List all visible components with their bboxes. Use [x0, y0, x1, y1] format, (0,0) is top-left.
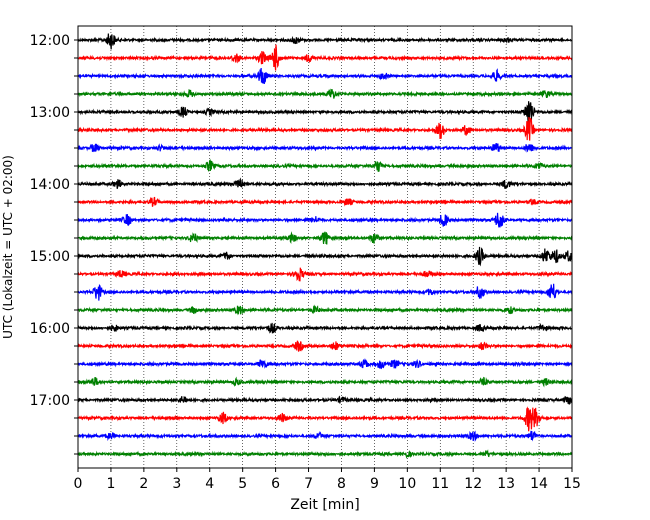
y-tick-label-1500: 15:00	[30, 249, 70, 265]
x-tick-label-6: 6	[271, 476, 280, 492]
trace-1300	[77, 101, 573, 123]
x-tick-label-15: 15	[563, 476, 581, 492]
trace-1345	[77, 159, 573, 172]
trace-1545	[77, 304, 573, 316]
x-axis-label: Zeit [min]	[290, 497, 359, 513]
x-tick-label-1: 1	[106, 476, 115, 492]
trace-1245	[77, 88, 573, 99]
x-tick-label-12: 12	[464, 476, 482, 492]
x-tick-label-4: 4	[205, 476, 214, 492]
trace-1215	[77, 44, 573, 71]
y-tick-label-1400: 14:00	[30, 177, 70, 193]
trace-1500	[77, 246, 573, 267]
trace-1645	[77, 376, 573, 388]
trace-1230	[77, 67, 573, 84]
x-tick-label-5: 5	[238, 476, 247, 492]
trace-1715	[77, 406, 573, 432]
trace-1615	[77, 340, 573, 352]
seismic-traces	[77, 33, 573, 459]
x-tick-label-0: 0	[74, 476, 83, 492]
y-tick-label-1700: 17:00	[30, 393, 70, 409]
x-axis-ticks: 0 1 2 3 4 5 6 7 8 9 10 11 12 13 14 15	[74, 468, 581, 492]
trace-1330	[77, 143, 573, 153]
trace-1745	[77, 449, 573, 459]
trace-1530	[77, 283, 573, 301]
x-tick-label-13: 13	[497, 476, 515, 492]
x-tick-label-8: 8	[337, 476, 346, 492]
x-tick-label-10: 10	[398, 476, 416, 492]
trace-1430	[77, 212, 573, 228]
y-tick-label-1200: 12:00	[30, 33, 70, 49]
x-tick-label-11: 11	[431, 476, 449, 492]
x-tick-label-9: 9	[370, 476, 379, 492]
plot-frame	[77, 25, 573, 469]
x-tick-label-3: 3	[172, 476, 181, 492]
trace-1630	[77, 357, 573, 370]
y-axis-label: UTC (Lokalzeit = UTC + 02:00)	[1, 155, 15, 339]
x-tick-label-14: 14	[530, 476, 548, 492]
trace-1600	[77, 322, 573, 334]
trace-1415	[77, 196, 573, 207]
x-tick-label-2: 2	[139, 476, 148, 492]
y-tick-label-1600: 16:00	[30, 321, 70, 337]
trace-1400	[77, 177, 573, 190]
trace-1700	[77, 395, 573, 405]
y-tick-label-1300: 13:00	[30, 105, 70, 121]
trace-1315	[77, 117, 573, 141]
x-tick-label-7: 7	[304, 476, 313, 492]
trace-1200	[77, 33, 573, 50]
y-axis-ticks: 12:00 13:00 14:00 15:00 16:00 17:00	[30, 33, 78, 455]
trace-1445	[77, 231, 573, 245]
trace-1515	[77, 267, 573, 282]
trace-1730	[77, 430, 573, 442]
